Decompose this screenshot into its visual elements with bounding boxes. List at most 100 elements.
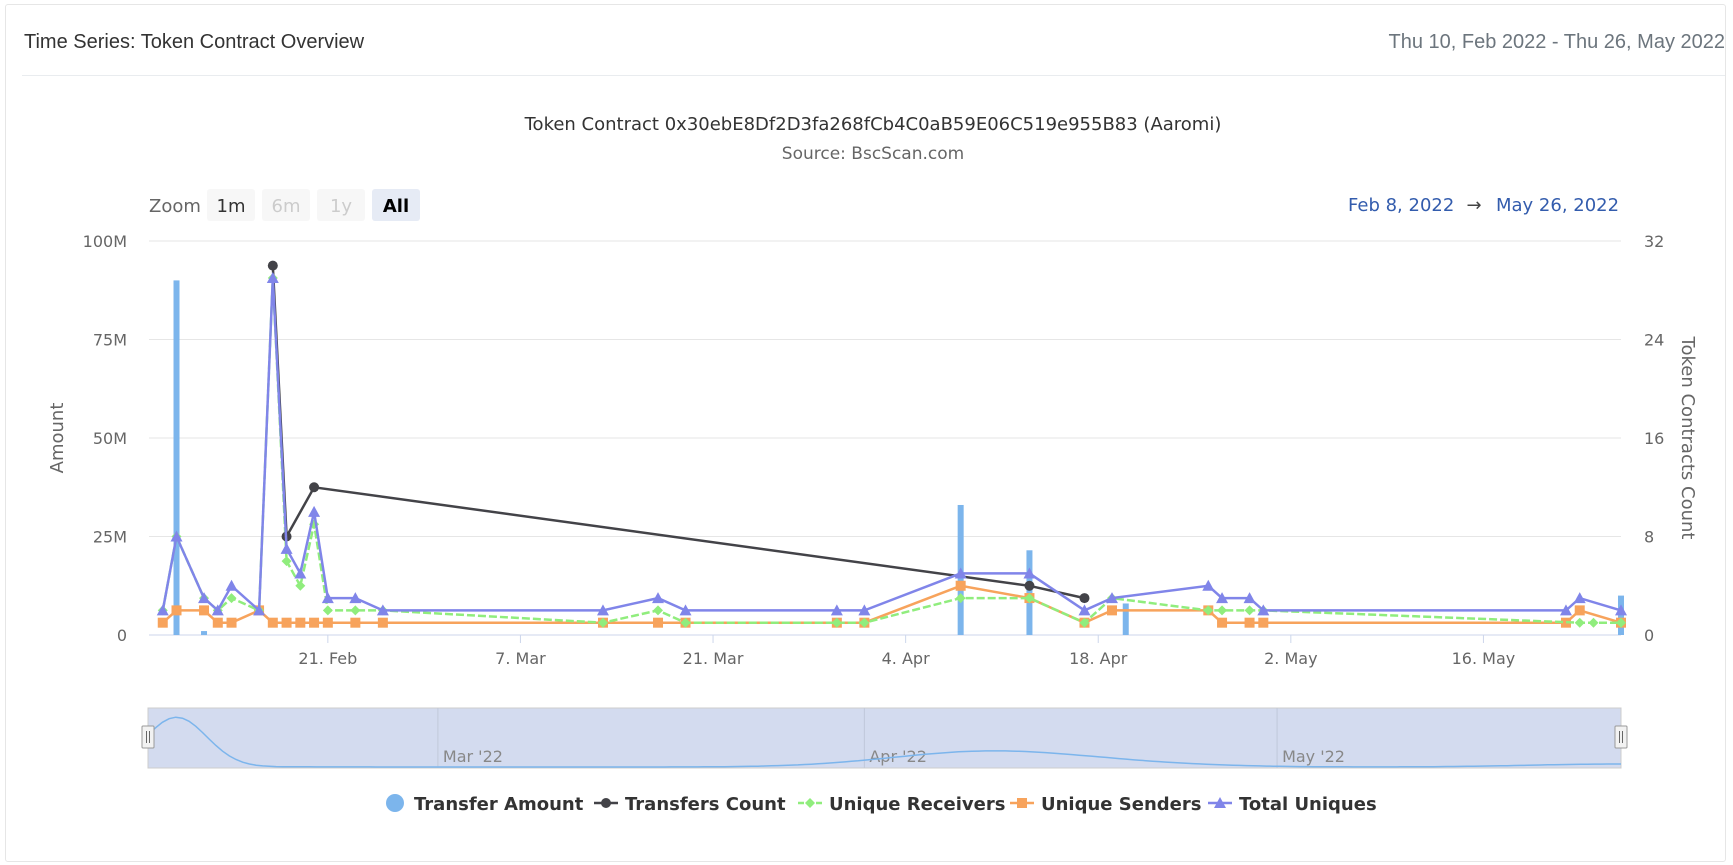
navigator[interactable]: Mar '22 Apr '22 May '22: [141, 707, 1628, 769]
unique-receivers-point[interactable]: [295, 580, 306, 591]
total-uniques-point[interactable]: [225, 579, 238, 591]
total-uniques-point[interactable]: [1105, 592, 1118, 604]
total-uniques-point[interactable]: [308, 505, 321, 517]
zoom-button-1y[interactable]: 1y: [317, 189, 365, 221]
total-uniques-point[interactable]: [679, 604, 692, 616]
unique-senders-point[interactable]: [226, 617, 237, 628]
unique-receivers-point[interactable]: [1203, 605, 1214, 616]
total-uniques-point[interactable]: [294, 567, 307, 579]
unique-receivers-point[interactable]: [1244, 605, 1255, 616]
unique-senders-point[interactable]: [1217, 617, 1228, 628]
total-uniques-point[interactable]: [858, 604, 871, 616]
unique-receivers-point[interactable]: [597, 617, 608, 628]
legend-marker[interactable]: [1017, 798, 1027, 808]
unique-senders-point[interactable]: [653, 617, 664, 628]
unique-senders-point[interactable]: [1106, 605, 1117, 616]
total-uniques-point[interactable]: [198, 592, 211, 604]
range-from-input[interactable]: Feb 8, 2022: [1348, 195, 1454, 216]
unique-senders-point[interactable]: [1258, 617, 1269, 628]
total-uniques-point[interactable]: [1023, 567, 1036, 579]
unique-receivers-point[interactable]: [322, 605, 333, 616]
total-uniques-point[interactable]: [1202, 579, 1215, 591]
legend-item-total-uniques[interactable]: Total Uniques: [1208, 794, 1377, 815]
unique-receivers-point[interactable]: [831, 617, 842, 628]
total-uniques-point[interactable]: [1573, 592, 1586, 604]
unique-receivers-point[interactable]: [350, 605, 361, 616]
unique-senders-point[interactable]: [309, 617, 320, 628]
navigator-handle-left[interactable]: [141, 725, 155, 749]
total-uniques-point[interactable]: [170, 530, 183, 542]
transfers-count-series: [267, 260, 1090, 604]
unique-receivers-point[interactable]: [1024, 593, 1035, 604]
unique-senders-point[interactable]: [281, 617, 292, 628]
total-uniques-point[interactable]: [1559, 604, 1572, 616]
unique-senders-point[interactable]: [1560, 617, 1571, 628]
x-axis-ticks: 21. Feb 7. Mar 21. Mar 4. Apr 18. Apr 2. May 1…: [298, 635, 1515, 668]
unique-receivers-point[interactable]: [281, 556, 292, 567]
legend-item-unique-senders[interactable]: Unique Senders: [1010, 794, 1201, 815]
chart-legend: Transfer Amount Transfers Count Unique Rec…: [386, 794, 1377, 815]
total-uniques-point[interactable]: [253, 604, 266, 616]
unique-receivers-point[interactable]: [1616, 617, 1626, 628]
legend-marker[interactable]: [1214, 797, 1226, 808]
unique-senders-point[interactable]: [295, 617, 306, 628]
total-uniques-point[interactable]: [1615, 604, 1627, 616]
legend-marker[interactable]: [805, 798, 815, 808]
unique-senders-point[interactable]: [1244, 617, 1255, 628]
unique-senders-point[interactable]: [267, 617, 278, 628]
transfer-amount-bar[interactable]: [173, 280, 180, 635]
unique-senders-point[interactable]: [322, 617, 333, 628]
transfers-count-point[interactable]: [1079, 593, 1090, 604]
unique-senders-point[interactable]: [212, 617, 223, 628]
zoom-button-1m[interactable]: 1m: [207, 189, 255, 221]
total-uniques-point[interactable]: [156, 604, 169, 616]
total-uniques-point[interactable]: [954, 567, 967, 579]
unique-receivers-point[interactable]: [1079, 617, 1090, 628]
total-uniques-point[interactable]: [1243, 592, 1256, 604]
total-uniques-point[interactable]: [596, 604, 609, 616]
total-uniques-point[interactable]: [321, 592, 334, 604]
unique-senders-point[interactable]: [171, 605, 182, 616]
total-uniques-point[interactable]: [280, 542, 293, 554]
unique-senders-point[interactable]: [1574, 605, 1585, 616]
total-uniques-point[interactable]: [349, 592, 362, 604]
legend-marker[interactable]: [601, 798, 611, 808]
unique-receivers-point[interactable]: [653, 605, 664, 616]
unique-senders-point[interactable]: [955, 580, 966, 591]
navigator-handle-right[interactable]: [1614, 725, 1628, 749]
unique-receivers-point[interactable]: [1588, 617, 1599, 628]
legend-item-transfer-amount[interactable]: Transfer Amount: [386, 794, 584, 815]
zoom-button-1m-label: 1m: [217, 196, 246, 217]
unique-senders-point[interactable]: [377, 617, 388, 628]
unique-receivers-point[interactable]: [859, 617, 870, 628]
unique-receivers-point[interactable]: [680, 617, 691, 628]
transfer-amount-bar[interactable]: [1122, 603, 1129, 635]
x-tick-label: 2. May: [1264, 649, 1317, 668]
transfer-amount-bar[interactable]: [201, 631, 208, 635]
total-uniques-point[interactable]: [830, 604, 843, 616]
unique-senders-point[interactable]: [350, 617, 361, 628]
total-uniques-point[interactable]: [1078, 604, 1091, 616]
total-uniques-point[interactable]: [652, 592, 665, 604]
total-uniques-point[interactable]: [211, 604, 224, 616]
zoom-button-all[interactable]: All: [372, 189, 420, 221]
y-left-tick-label: 75M: [93, 331, 127, 350]
transfer-amount-bar[interactable]: [1026, 550, 1033, 635]
unique-receivers-point[interactable]: [1217, 605, 1228, 616]
transfers-count-point[interactable]: [309, 482, 320, 493]
zoom-button-6m[interactable]: 6m: [262, 189, 310, 221]
total-uniques-point[interactable]: [266, 271, 279, 283]
unique-senders-point[interactable]: [199, 605, 210, 616]
unique-receivers-point[interactable]: [1574, 617, 1585, 628]
total-uniques-point[interactable]: [1216, 592, 1229, 604]
total-uniques-point[interactable]: [1257, 604, 1270, 616]
legend-item-unique-receivers[interactable]: Unique Receivers: [798, 794, 1005, 815]
legend-item-transfers-count[interactable]: Transfers Count: [594, 794, 786, 815]
total-uniques-point[interactable]: [376, 604, 389, 616]
unique-receivers-point[interactable]: [955, 593, 966, 604]
unique-senders-point[interactable]: [157, 617, 168, 628]
transfers-count-point[interactable]: [1024, 580, 1035, 591]
transfers-count-point[interactable]: [267, 260, 278, 271]
unique-receivers-point[interactable]: [226, 593, 237, 604]
range-to-input[interactable]: May 26, 2022: [1496, 195, 1619, 216]
